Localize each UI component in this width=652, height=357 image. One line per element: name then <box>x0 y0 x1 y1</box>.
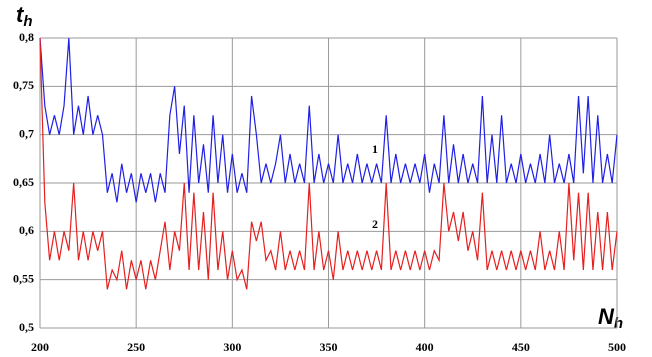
x-axis-title-sub: h <box>614 315 623 332</box>
x-axis-title-main: N <box>598 304 615 329</box>
x-tick-label: 400 <box>416 340 434 354</box>
y-axis-title: th <box>16 2 33 30</box>
y-tick-label: 0,6 <box>19 223 34 237</box>
series-line <box>39 37 618 203</box>
y-tick-label: 0,55 <box>13 271 34 285</box>
y-tick-label: 0,5 <box>19 320 34 334</box>
x-tick-label: 500 <box>608 340 626 354</box>
series-line <box>39 37 618 290</box>
y-axis-title-main: t <box>16 2 25 27</box>
y-tick-label: 0,8 <box>19 30 34 44</box>
y-tick-label: 0,65 <box>13 175 34 189</box>
y-tick-label: 0,75 <box>13 78 34 92</box>
x-axis-title: Nh <box>598 304 623 332</box>
y-tick-label: 0,7 <box>19 126 34 140</box>
series-label: 2 <box>372 217 378 231</box>
x-tick-label: 200 <box>31 340 49 354</box>
x-tick-label: 350 <box>320 340 338 354</box>
x-tick-label: 450 <box>512 340 530 354</box>
series-label: 1 <box>372 142 378 156</box>
x-tick-label: 250 <box>127 340 145 354</box>
x-tick-label: 300 <box>223 340 241 354</box>
y-axis-title-sub: h <box>23 13 32 30</box>
